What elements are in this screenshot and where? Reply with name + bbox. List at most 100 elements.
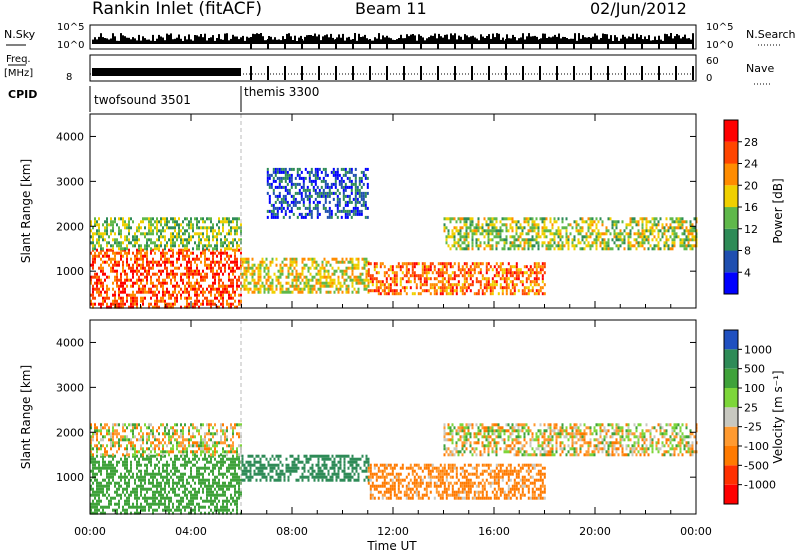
power-cell — [166, 220, 168, 224]
power-cell — [377, 280, 380, 284]
power-cell — [311, 260, 314, 264]
power-cell — [296, 191, 299, 195]
power-cell — [291, 269, 294, 273]
power-cell — [104, 299, 106, 303]
power-cell — [511, 265, 514, 269]
power-cell — [130, 241, 132, 245]
velocity-cell — [186, 450, 188, 454]
power-cell — [559, 238, 562, 242]
velocity-cell — [96, 487, 98, 491]
velocity-cell — [281, 469, 284, 473]
velocity-cell — [164, 484, 166, 488]
velocity-cell — [154, 466, 156, 470]
power-cell — [285, 290, 288, 294]
velocity-cell — [176, 438, 178, 442]
velocity-cell — [212, 444, 214, 448]
power-cell — [415, 283, 418, 287]
power-cell — [303, 275, 306, 279]
power-cell — [154, 241, 156, 245]
power-cell — [507, 271, 510, 275]
power-cell — [495, 244, 498, 248]
velocity-cell — [140, 444, 142, 448]
power-cell — [166, 257, 168, 261]
velocity-cell — [234, 463, 236, 467]
power-cell — [316, 209, 319, 213]
velocity-cell — [162, 447, 164, 451]
power-cell — [186, 223, 188, 227]
power-cell — [303, 266, 306, 270]
power-cell — [92, 232, 94, 236]
velocity-cell — [92, 487, 94, 491]
power-cell — [303, 281, 306, 285]
power-cell — [222, 302, 224, 306]
power-cell — [138, 229, 140, 233]
power-cell — [116, 302, 118, 306]
power-cell — [253, 269, 256, 273]
velocity-cell — [98, 484, 100, 488]
power-cell — [629, 235, 632, 239]
power-cell — [249, 272, 252, 276]
power-cell — [210, 299, 212, 303]
velocity-cell — [182, 444, 184, 448]
power-cell — [112, 257, 114, 261]
power-cell — [421, 283, 424, 287]
velocity-cell — [104, 505, 106, 509]
velocity-cell — [106, 432, 108, 436]
power-cell — [366, 167, 369, 171]
power-cell — [142, 260, 144, 264]
power-cell — [375, 271, 378, 275]
power-cell — [523, 244, 526, 248]
velocity-cell — [271, 469, 274, 473]
power-cell — [333, 272, 336, 276]
velocity-cell — [182, 463, 184, 467]
power-cell — [689, 238, 692, 242]
power-cell — [281, 260, 284, 264]
power-cell — [495, 280, 498, 284]
velocity-cell — [196, 450, 198, 454]
power-cell — [565, 226, 568, 230]
velocity-cell — [152, 435, 154, 439]
power-cell — [583, 241, 586, 245]
power-cell — [138, 223, 140, 227]
power-cell — [96, 275, 98, 279]
power-cell — [212, 257, 214, 261]
velocity-cell — [279, 472, 282, 476]
power-cell — [351, 260, 354, 264]
power-cell — [170, 226, 172, 230]
velocity-cell — [124, 460, 126, 464]
power-cell — [192, 229, 194, 233]
power-cell — [164, 217, 166, 221]
power-cell — [281, 266, 284, 270]
power-cell — [230, 278, 232, 282]
velocity-cell — [222, 423, 224, 427]
velocity-cell — [136, 505, 138, 509]
power-cell — [325, 278, 328, 282]
power-cell — [166, 251, 168, 255]
power-cell — [459, 235, 462, 239]
velocity-cell — [186, 460, 188, 464]
velocity-cell — [152, 447, 154, 451]
power-cell — [281, 269, 284, 273]
power-cell — [184, 247, 186, 251]
power-cell — [493, 226, 496, 230]
velocity-cell — [166, 475, 168, 479]
power-cell — [144, 287, 146, 291]
power-cell — [166, 241, 168, 245]
velocity-cell — [126, 469, 128, 473]
power-cell — [348, 197, 351, 201]
power-cell — [377, 286, 380, 290]
velocity-cell — [162, 475, 164, 479]
power-cell — [307, 284, 310, 288]
power-cell — [126, 299, 128, 303]
velocity-cell — [96, 499, 98, 503]
velocity-cell — [170, 469, 172, 473]
power-cell — [271, 284, 274, 288]
power-cell — [184, 305, 186, 309]
power-cell — [599, 241, 602, 245]
power-cell — [517, 271, 520, 275]
power-cell — [551, 223, 554, 227]
power-cell — [190, 281, 192, 285]
power-cell — [96, 290, 98, 294]
power-cell — [202, 220, 204, 224]
power-cell — [302, 203, 305, 207]
